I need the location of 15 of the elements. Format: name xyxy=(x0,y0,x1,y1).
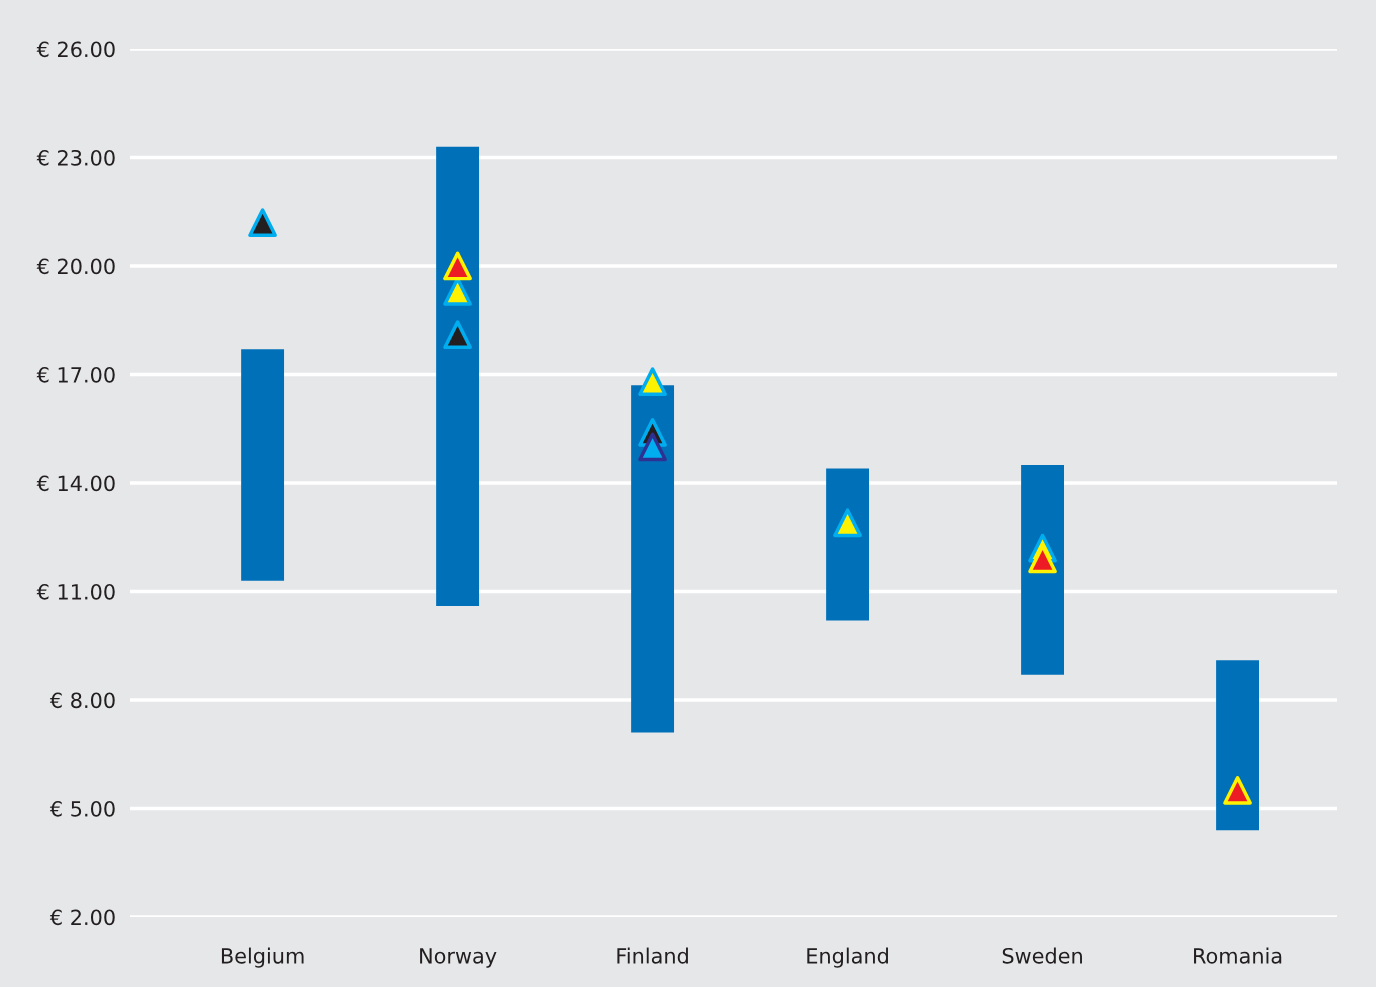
y-tick-label: € 14.00 xyxy=(36,475,115,492)
x-tick-label: Romania xyxy=(1194,947,1282,964)
x-tick-label: England xyxy=(807,947,888,968)
y-tick-label: € 11.00 xyxy=(36,583,115,600)
x-tick-label: Finland xyxy=(617,947,688,964)
y-tick-label: € 2.00 xyxy=(49,909,115,926)
y-tick-label: € 5.00 xyxy=(49,800,115,817)
x-tick-label: Belgium xyxy=(221,947,304,968)
y-tick-label: € 17.00 xyxy=(36,366,115,383)
y-tick-label: € 26.00 xyxy=(36,41,115,58)
y-tick-label: € 20.00 xyxy=(36,258,115,275)
x-tick-label: Norway xyxy=(420,948,497,968)
y-tick-label: € 8.00 xyxy=(49,692,115,709)
y-tick-label: € 23.00 xyxy=(36,149,115,166)
x-tick-label: Sweden xyxy=(1002,947,1082,964)
